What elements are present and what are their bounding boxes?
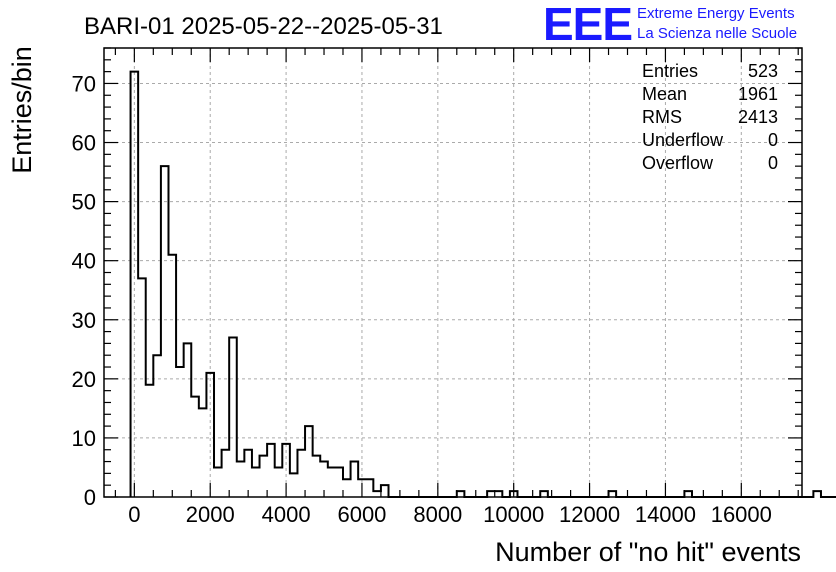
stat-label: Underflow bbox=[642, 130, 724, 150]
histogram-bin bbox=[237, 462, 245, 497]
stat-value: 0 bbox=[768, 130, 778, 150]
x-tick-label: 2000 bbox=[186, 502, 235, 527]
histogram-bars bbox=[129, 70, 836, 498]
histogram-bin bbox=[290, 473, 298, 497]
x-tick-label: 10000 bbox=[483, 502, 544, 527]
histogram-bin bbox=[373, 491, 381, 497]
stats-box: Entries 523 Mean 1961 RMS 2413 Underflow 0 Overf… bbox=[642, 61, 778, 173]
y-tick-label: 60 bbox=[72, 131, 96, 156]
histogram-bin bbox=[184, 343, 192, 497]
histogram-bin bbox=[343, 479, 351, 497]
histogram-bin bbox=[335, 467, 343, 497]
histogram-bin bbox=[457, 491, 465, 497]
stat-value: 1961 bbox=[738, 84, 778, 104]
logo-line-2: La Scienza nelle Scuole bbox=[637, 25, 797, 42]
stat-label: Overflow bbox=[642, 153, 714, 173]
histogram-bin bbox=[161, 166, 169, 497]
y-tick-label: 70 bbox=[72, 71, 96, 96]
histogram-bin bbox=[176, 367, 184, 497]
histogram-bin bbox=[351, 462, 359, 497]
histogram-bin bbox=[540, 491, 548, 497]
histogram-bin bbox=[305, 426, 313, 497]
histogram-bin bbox=[487, 491, 495, 497]
eee-logo: EEE Extreme Energy Events La Scienza nel… bbox=[543, 0, 797, 50]
histogram-bin bbox=[366, 479, 374, 497]
x-tick-label: 0 bbox=[128, 502, 140, 527]
histogram-bin bbox=[168, 255, 176, 497]
x-axis-label: Number of "no hit" events bbox=[495, 537, 801, 567]
histogram-bin bbox=[222, 450, 230, 497]
stat-label: Entries bbox=[642, 61, 698, 81]
x-tick-label: 12000 bbox=[559, 502, 620, 527]
y-tick-label: 20 bbox=[72, 367, 96, 392]
histogram-bin bbox=[297, 450, 305, 497]
histogram-bin bbox=[138, 278, 146, 497]
histogram-bin bbox=[609, 491, 617, 497]
y-tick-label: 40 bbox=[72, 249, 96, 274]
y-tick-label: 10 bbox=[72, 426, 96, 451]
x-tick-label: 16000 bbox=[711, 502, 772, 527]
histogram-bin bbox=[267, 444, 275, 497]
y-axis-label: Entries/bin bbox=[7, 46, 37, 174]
histogram-bin bbox=[229, 337, 237, 497]
histogram-bin bbox=[214, 467, 222, 497]
x-tick-label: 6000 bbox=[337, 502, 386, 527]
stat-label: Mean bbox=[642, 84, 687, 104]
histogram-bin bbox=[684, 491, 692, 497]
logo-mark: EEE bbox=[543, 0, 632, 50]
histogram-bin bbox=[813, 491, 821, 497]
axes bbox=[103, 47, 803, 498]
grid-lines bbox=[104, 48, 802, 497]
stat-value: 2413 bbox=[738, 107, 778, 127]
histogram-bin bbox=[260, 456, 268, 497]
histogram-bin bbox=[252, 467, 260, 497]
x-tick-labels: 0 2000 4000 6000 8000 10000 12000 14000 16000 bbox=[128, 502, 772, 527]
chart-title: BARI-01 2025-05-22--2025-05-31 bbox=[84, 13, 443, 40]
histogram-bin bbox=[206, 373, 214, 497]
stat-label: RMS bbox=[642, 107, 682, 127]
stat-value: 523 bbox=[748, 61, 778, 81]
histogram-bin bbox=[275, 467, 283, 497]
histogram-bin bbox=[146, 385, 154, 497]
x-tick-label: 14000 bbox=[635, 502, 696, 527]
x-tick-label: 8000 bbox=[413, 502, 462, 527]
x-tick-label: 4000 bbox=[262, 502, 311, 527]
stat-value: 0 bbox=[768, 153, 778, 173]
histogram-bin bbox=[244, 450, 252, 497]
histogram-bin bbox=[313, 456, 321, 497]
y-tick-labels: 0 10 20 30 40 50 60 70 bbox=[72, 71, 96, 510]
histogram-bin bbox=[199, 408, 207, 497]
histogram-bin bbox=[153, 355, 161, 497]
histogram-bin bbox=[191, 397, 199, 497]
y-tick-label: 50 bbox=[72, 190, 96, 215]
y-tick-label: 30 bbox=[72, 308, 96, 333]
histogram-bin bbox=[495, 491, 503, 497]
histogram-bin bbox=[131, 72, 139, 497]
logo-line-1: Extreme Energy Events bbox=[637, 5, 795, 22]
histogram-bin bbox=[381, 485, 389, 497]
histogram-bin bbox=[328, 467, 336, 497]
y-tick-label: 0 bbox=[84, 485, 96, 510]
